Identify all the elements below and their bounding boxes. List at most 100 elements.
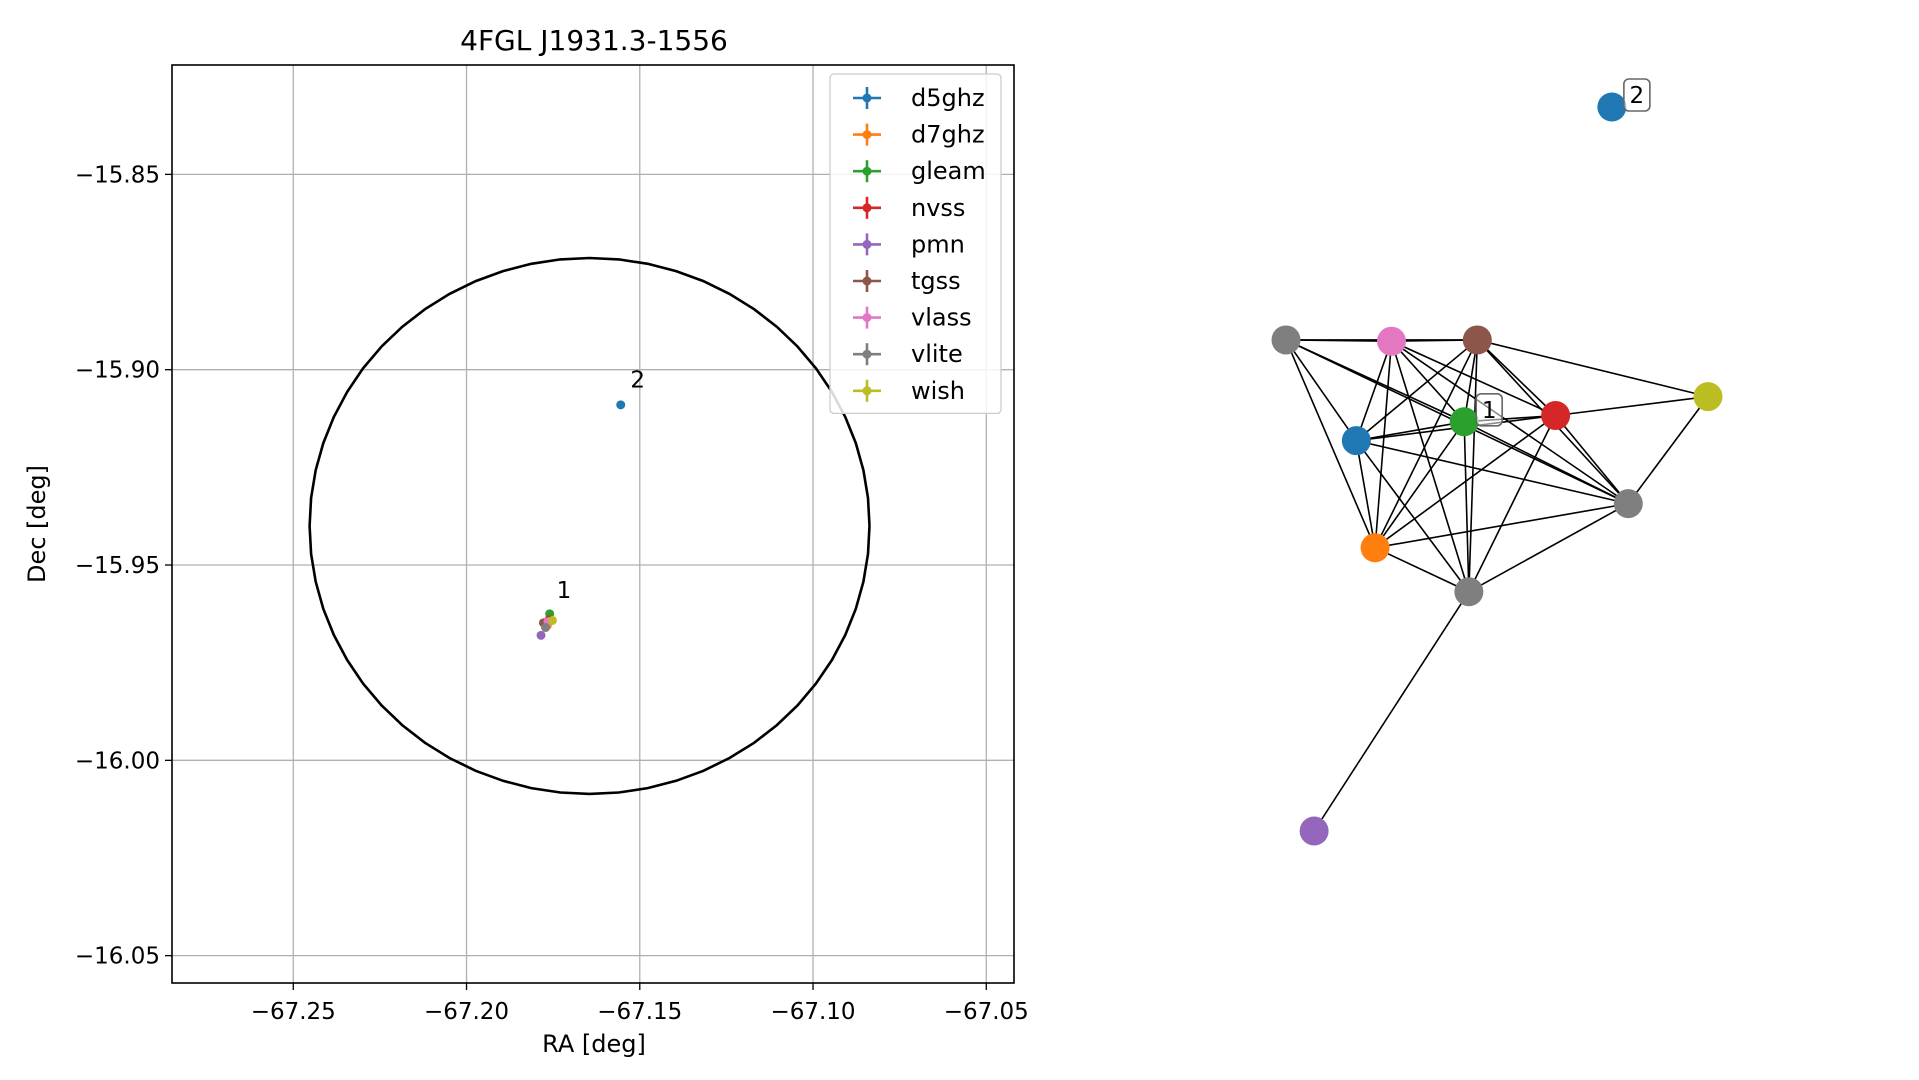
graph-node	[1377, 326, 1406, 356]
legend-entry-d7ghz: d7ghz	[853, 121, 985, 149]
graph-edges	[1285, 339, 1709, 832]
graph-node	[1299, 816, 1329, 846]
y-axis-label: Dec [deg]	[23, 465, 51, 583]
legend-entry-pmn: pmn	[853, 230, 965, 258]
legend-entry-d5ghz: d5ghz	[853, 84, 985, 112]
graph-node-label: 1	[1475, 392, 1503, 427]
graph-edge	[1374, 546, 1470, 593]
legend-marker-dot	[862, 203, 872, 213]
x-axis-label: RA [deg]	[542, 1030, 646, 1058]
data-points-layer	[536, 400, 626, 640]
point-vlite	[541, 623, 551, 633]
graph-edge	[1554, 414, 1629, 505]
legend-label: vlass	[911, 304, 972, 332]
error-circle-layer	[308, 256, 871, 796]
graph-edge	[1390, 340, 1470, 593]
annotation-label: 2	[630, 367, 645, 393]
legend-label: d7ghz	[911, 121, 985, 149]
graph-nodes	[1271, 92, 1723, 846]
graph-edge	[1391, 340, 1556, 417]
legend-label: wish	[911, 377, 965, 405]
node-label-text: 2	[1630, 83, 1645, 109]
legend-entry-vlite: vlite	[853, 340, 963, 368]
legend-entry-nvss: nvss	[853, 194, 965, 222]
y-ticks: −15.85 −15.90 −15.95 −16.00 −16.05	[75, 162, 172, 970]
legend-label: pmn	[911, 230, 965, 258]
graph-edge	[1355, 339, 1478, 442]
graph-node	[1613, 489, 1643, 519]
graph-edge	[1313, 591, 1470, 832]
legend-marker-dot	[862, 313, 872, 323]
graph-edge	[1468, 339, 1479, 592]
node-label-text: 1	[1482, 398, 1497, 424]
graph-node	[1693, 382, 1723, 412]
graph-node	[1454, 577, 1484, 607]
point-wish	[547, 615, 557, 625]
legend-entry-wish: wish	[853, 377, 965, 405]
x-tick-label: −67.25	[251, 999, 336, 1025]
graph-edge	[1477, 339, 1709, 398]
legend-marker-dot	[862, 276, 872, 286]
graph-edge	[1374, 341, 1393, 548]
graph-node	[1462, 325, 1492, 355]
legend-label: nvss	[911, 194, 965, 222]
y-tick-label: −16.00	[75, 748, 160, 774]
legend-label: tgss	[911, 267, 961, 295]
x-tick-label: −67.15	[597, 999, 682, 1025]
legend-label: d5ghz	[911, 84, 985, 112]
legend-marker-dot	[862, 349, 872, 359]
legend: d5ghz d7ghz gleam nvss pmn tgss vlass vlite wish	[829, 73, 1002, 415]
legend-marker-dot	[862, 386, 872, 396]
legend-label: gleam	[911, 157, 986, 185]
graph-edge	[1355, 440, 1376, 548]
graph-edge	[1285, 339, 1376, 549]
x-tick-label: −67.05	[944, 999, 1029, 1025]
graph-node	[1449, 407, 1479, 437]
x-ticks: −67.25 −67.20 −67.15 −67.10 −67.05	[251, 983, 1029, 1025]
point-d5ghz	[616, 400, 626, 410]
graph-edge	[1374, 421, 1465, 549]
graph-edge	[1374, 502, 1629, 549]
graph-edge	[1356, 439, 1629, 505]
graph-edge	[1285, 339, 1357, 442]
legend-entry-gleam: gleam	[853, 157, 986, 185]
legend-label: vlite	[911, 340, 963, 368]
graph-node-labels: 12	[1475, 78, 1651, 427]
node-label-box	[1623, 78, 1651, 112]
chart-title: 4FGL J1931.3-1556	[460, 24, 728, 57]
annotation-label: 1	[557, 578, 572, 604]
node-label-box	[1475, 392, 1503, 427]
graph-edge	[1476, 339, 1557, 417]
point-annotations: 12	[557, 367, 645, 604]
y-tick-label: −15.90	[75, 358, 160, 384]
graph-node	[1271, 325, 1301, 355]
graph-node	[1341, 426, 1371, 456]
graph-edge	[1468, 502, 1629, 593]
graph-edge	[1356, 420, 1465, 442]
graph-node	[1360, 533, 1390, 563]
graph-edge	[1463, 421, 1470, 592]
graph-edge	[1463, 421, 1629, 505]
x-tick-label: −67.20	[424, 999, 509, 1025]
y-tick-label: −15.95	[75, 553, 160, 579]
plot-frame	[171, 64, 1015, 984]
legend-entry-tgss: tgss	[853, 267, 961, 295]
legend-box	[829, 73, 1002, 415]
graph-node-label: 2	[1623, 78, 1651, 112]
x-tick-label: −67.10	[770, 999, 855, 1025]
point-pmn	[536, 630, 546, 640]
graph-edge	[1391, 340, 1629, 505]
graph-edge	[1468, 415, 1557, 593]
grid-lines	[172, 65, 1014, 983]
graph-edge	[1355, 440, 1470, 593]
graph-edge	[1374, 339, 1479, 549]
legend-entry-vlass: vlass	[853, 304, 972, 332]
sky-plot-panel: 12 −67.25 −67.20 −67.15 −67.10 −67.05 −15.85…	[23, 24, 1029, 1058]
network-graph-panel: 12	[1271, 78, 1723, 846]
legend-marker-dot	[862, 93, 872, 103]
legend-marker-dot	[862, 130, 872, 140]
graph-edge	[1627, 396, 1709, 505]
graph-node	[1597, 92, 1627, 122]
graph-edge	[1555, 395, 1709, 417]
